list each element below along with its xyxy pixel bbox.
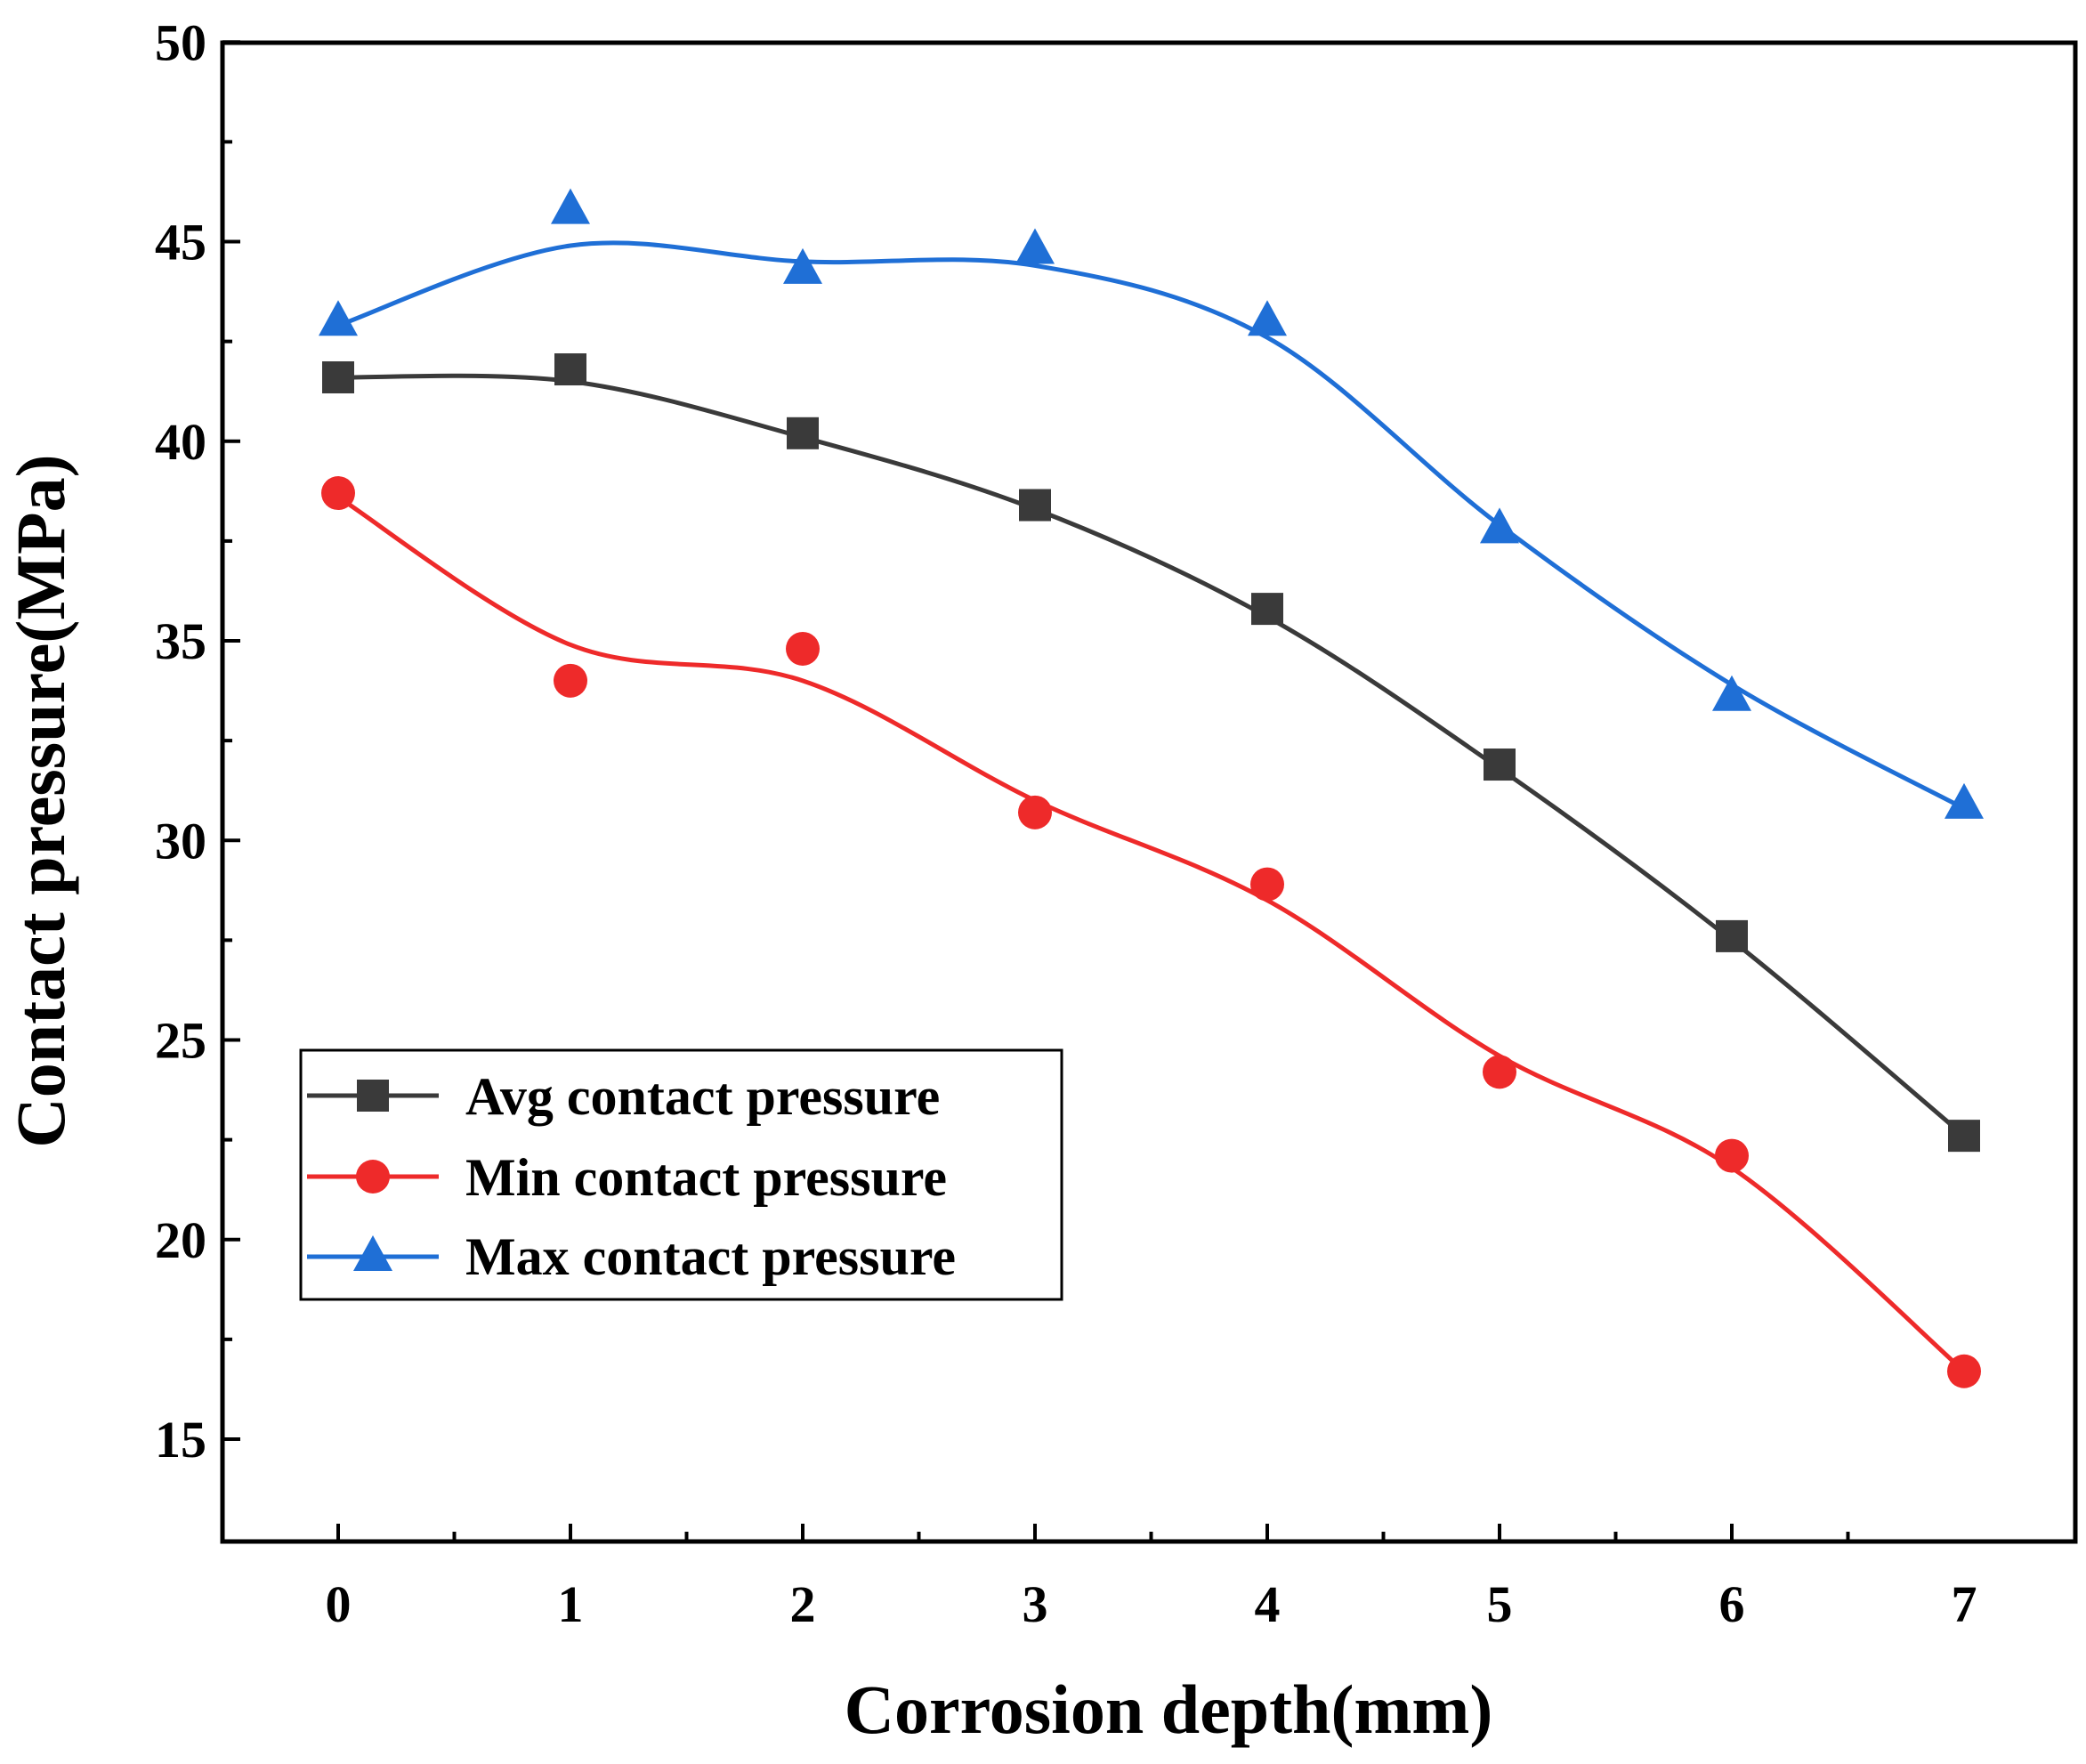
- x-tick-label: 0: [326, 1575, 352, 1633]
- data-point-max: [319, 300, 358, 336]
- data-point-max: [1945, 782, 1984, 819]
- data-point-min: [1250, 867, 1284, 902]
- legend-marker-avg: [357, 1080, 389, 1112]
- y-tick-label: 40: [155, 413, 206, 471]
- y-tick-label: 35: [155, 612, 206, 670]
- data-point-avg: [1948, 1120, 1980, 1153]
- series-layer: [319, 188, 1984, 1388]
- data-point-avg: [1484, 748, 1516, 781]
- data-point-min: [786, 631, 820, 666]
- data-point-max: [1712, 675, 1751, 711]
- series-line-max: [337, 240, 1966, 811]
- data-point-avg: [1251, 593, 1283, 626]
- series-min: [321, 476, 1981, 1388]
- data-point-min: [1483, 1055, 1516, 1089]
- series-max: [319, 188, 1984, 819]
- y-tick-label: 25: [155, 1012, 206, 1070]
- x-tick-label: 4: [1255, 1575, 1281, 1633]
- y-tick-label: 50: [155, 13, 206, 71]
- data-point-max: [551, 188, 590, 224]
- x-tick-label: 2: [790, 1575, 816, 1633]
- data-point-avg: [322, 360, 354, 393]
- y-axis-ticks: 15 20 25 30 35 40 45 50: [155, 13, 240, 1469]
- data-point-max: [1015, 228, 1055, 264]
- legend-label-max: Max contact pressure: [465, 1227, 956, 1286]
- data-point-max: [1480, 507, 1519, 544]
- x-tick-label: 5: [1487, 1575, 1513, 1633]
- x-tick-label: 7: [1952, 1575, 1977, 1633]
- legend-label-avg: Avg contact pressure: [465, 1067, 940, 1126]
- x-tick-label: 6: [1719, 1575, 1745, 1633]
- x-tick-label: 3: [1023, 1575, 1048, 1633]
- data-point-avg: [787, 417, 819, 449]
- series-avg: [322, 353, 1980, 1153]
- data-point-avg: [554, 353, 586, 386]
- legend-label-min: Min contact pressure: [465, 1148, 947, 1207]
- y-tick-label: 30: [155, 812, 206, 870]
- legend-marker-max: [353, 1235, 392, 1271]
- data-point-min: [321, 476, 355, 511]
- data-point-max: [783, 247, 822, 284]
- legend-marker-min: [356, 1160, 390, 1194]
- data-point-min: [1018, 795, 1052, 829]
- y-axis-title: Contact pressure(MPa): [2, 454, 79, 1147]
- data-point-max: [1248, 300, 1287, 336]
- plot-frame: [220, 40, 2078, 1544]
- data-point-avg: [1019, 489, 1051, 522]
- data-point-min: [554, 663, 587, 698]
- x-axis-ticks: 0 1 2 3 4 5 6 7: [220, 1524, 1977, 1633]
- x-axis-title: Corrosion depth(mm): [845, 1671, 1493, 1748]
- data-point-min: [1715, 1138, 1749, 1173]
- data-point-avg: [1716, 919, 1748, 952]
- y-tick-label: 15: [155, 1411, 206, 1469]
- x-tick-label: 1: [558, 1575, 584, 1633]
- y-tick-label: 20: [155, 1211, 206, 1269]
- y-tick-label: 45: [155, 214, 206, 271]
- legend: Avg contact pressure Min contact pressur…: [299, 1048, 1063, 1301]
- data-point-min: [1947, 1354, 1981, 1388]
